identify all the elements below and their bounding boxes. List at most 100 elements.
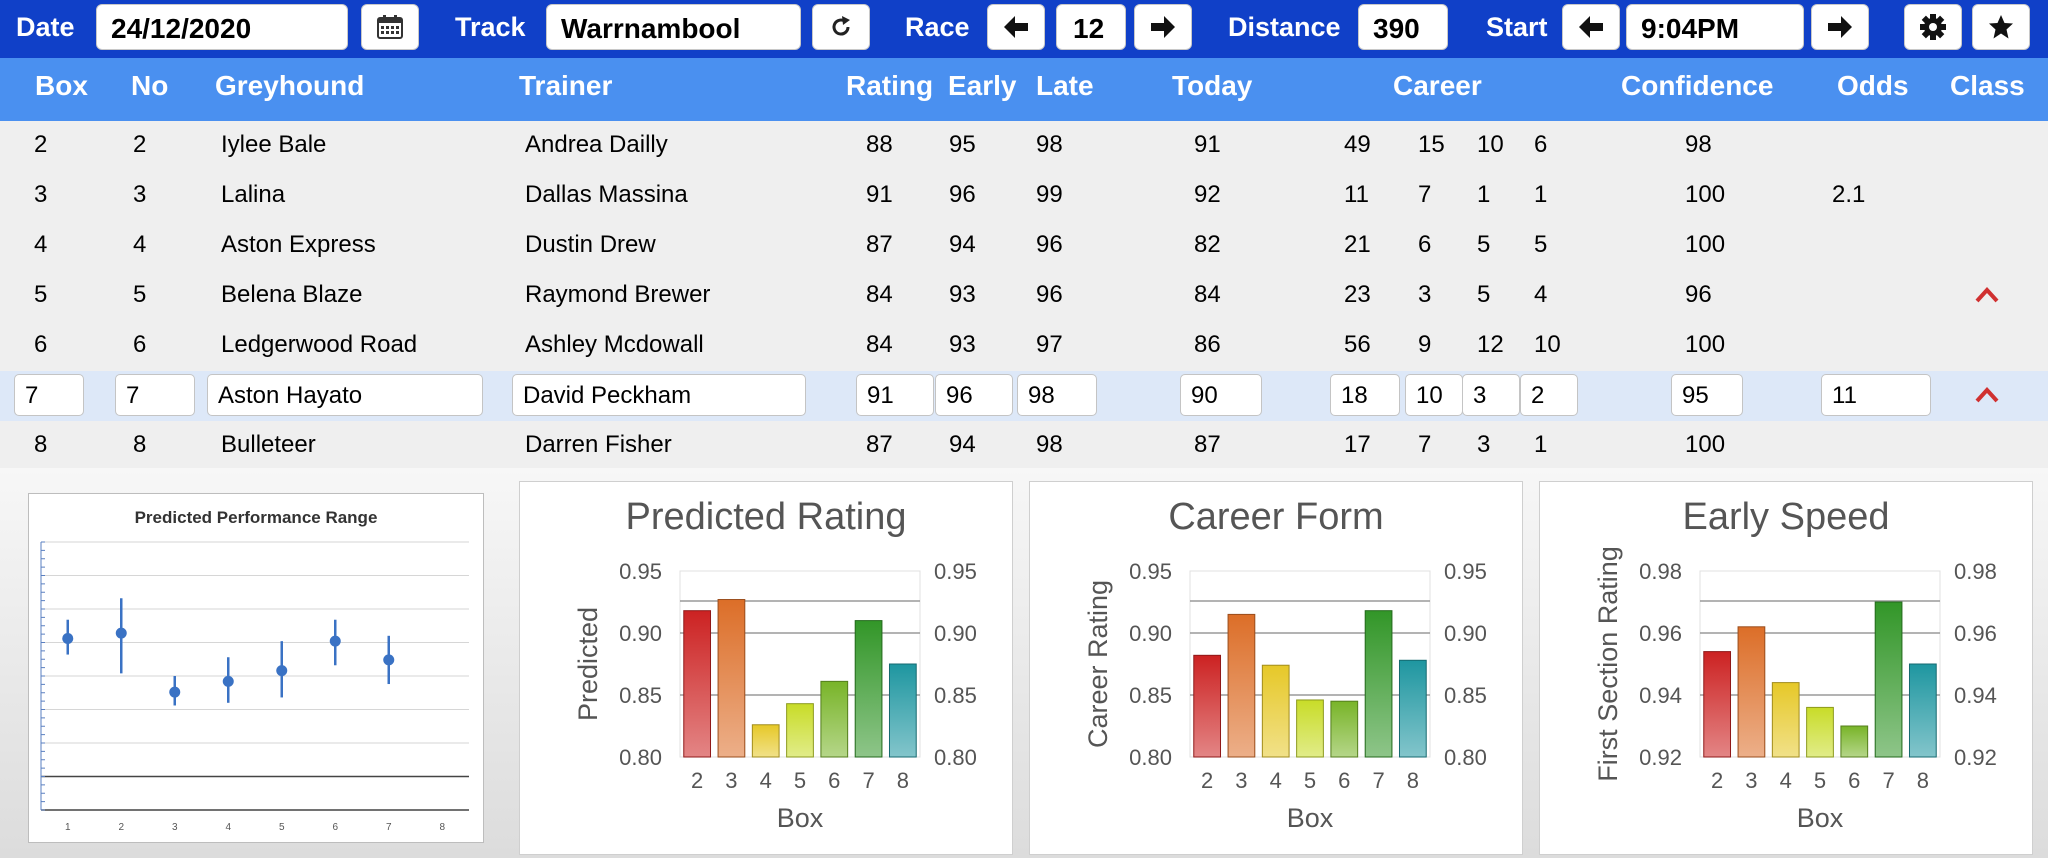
cell-early: 95: [949, 131, 976, 158]
bar: [1296, 699, 1324, 758]
cell-career: 6: [1534, 131, 1548, 158]
x-tick-label: 8: [897, 768, 909, 793]
column-header-odds[interactable]: Odds: [1837, 70, 1909, 101]
cell-today: 91: [1194, 131, 1221, 158]
cell-early[interactable]: 96: [935, 374, 1013, 416]
class-up-icon: [1975, 287, 1999, 303]
performance-range-chart: Predicted Performance Range 1 2 3 4 5 6 7 8: [40, 508, 469, 833]
cell-greyhound: Iylee Bale: [221, 131, 327, 158]
cell-box[interactable]: 7: [14, 374, 84, 416]
column-header-greyhound[interactable]: Greyhound: [215, 70, 365, 101]
column-header-no[interactable]: No: [131, 70, 169, 101]
cell-career: 9: [1418, 331, 1432, 358]
y-tick-label: 0.95: [1129, 559, 1172, 584]
table-row[interactable]: 2 2 Iylee Bale Andrea Dailly 88 95 98 91 49 15 10 6…: [0, 121, 2048, 171]
calendar-button[interactable]: [361, 4, 419, 50]
table-row[interactable]: 8 8 Bulleteer Darren Fisher 87 94 98 87 17 7 3 1 100: [0, 421, 2048, 471]
early-speed-chart: 0.92 0.92 0.94 0.94 0.96 0.96 0.98 0.98 2 3 4 5 6 7 8 B…: [1593, 546, 1997, 833]
column-header-career[interactable]: Career: [1393, 70, 1482, 101]
distance-input[interactable]: 390: [1358, 4, 1448, 50]
cell-late: 96: [1036, 281, 1063, 308]
table-row[interactable]: 7 7 Aston Hayato David Peckham 91 96 98 90 18 10 3…: [0, 371, 2048, 421]
race-prev-button[interactable]: [987, 4, 1045, 50]
cell-rating: 84: [866, 331, 893, 358]
bar: [683, 610, 712, 758]
cell-career: 1: [1477, 181, 1491, 208]
table-row[interactable]: 6 6 Ledgerwood Road Ashley Mcdowall 84 93 97 86…: [0, 321, 2048, 371]
range-point: [276, 665, 288, 677]
start-prev-button[interactable]: [1562, 4, 1620, 50]
range-point: [222, 675, 234, 687]
bar: [820, 680, 849, 758]
x-axis-label: Box: [1797, 803, 1844, 833]
start-next-button[interactable]: [1811, 4, 1869, 50]
x-axis-label: Box: [777, 803, 824, 833]
x-tick-label: 3: [1745, 768, 1757, 793]
cell-career: 23: [1344, 281, 1371, 308]
cell-trainer: Ashley Mcdowall: [525, 331, 704, 358]
refresh-button[interactable]: [812, 4, 870, 50]
x-tick-label: 5: [1304, 768, 1316, 793]
predicted-rating-chart: 0.80 0.80 0.85 0.85 0.90 0.90 0.95 0.95 2 3 4 5 6 7 8 B…: [573, 559, 977, 833]
x-tick-label: 2: [1201, 768, 1213, 793]
cell-confidence[interactable]: 95: [1671, 374, 1743, 416]
cell-career: 21: [1344, 231, 1371, 258]
cell-career: 4: [1534, 281, 1548, 308]
cell-today: 86: [1194, 331, 1221, 358]
cell-career[interactable]: 10: [1405, 374, 1463, 416]
cell-confidence: 100: [1685, 181, 1726, 208]
cell-trainer[interactable]: David Peckham: [512, 374, 806, 416]
x-tick-label: 3: [725, 768, 737, 793]
track-input[interactable]: Warrnambool: [546, 4, 801, 50]
gear-icon: [1920, 14, 1946, 40]
y2-tick-label: 0.94: [1954, 683, 1997, 708]
x-tick-label: 5: [279, 822, 285, 833]
date-input[interactable]: 24/12/2020: [96, 4, 348, 50]
cell-career[interactable]: 2: [1520, 374, 1578, 416]
column-header-confidence[interactable]: Confidence: [1621, 70, 1774, 101]
column-header-rating[interactable]: Rating: [846, 70, 934, 101]
y2-tick-label: 0.85: [934, 683, 977, 708]
column-header-trainer[interactable]: Trainer: [519, 70, 613, 101]
x-tick-label: 7: [1882, 768, 1894, 793]
cell-greyhound[interactable]: Aston Hayato: [207, 374, 483, 416]
cell-early: 94: [949, 231, 976, 258]
cell-rating: 91: [866, 181, 893, 208]
cell-late: 96: [1036, 231, 1063, 258]
cell-no[interactable]: 7: [115, 374, 195, 416]
cell-career[interactable]: 3: [1462, 374, 1520, 416]
cell-odds[interactable]: 11: [1821, 374, 1931, 416]
column-header-box[interactable]: Box: [35, 70, 88, 101]
cell-today: 82: [1194, 231, 1221, 258]
cell-odds: 2.1: [1832, 181, 1866, 208]
arrow-left-icon: [1004, 16, 1028, 38]
table-row[interactable]: 5 5 Belena Blaze Raymond Brewer 84 93 96 84 23 3 5…: [0, 271, 2048, 321]
race-next-button[interactable]: [1134, 4, 1192, 50]
column-header-today[interactable]: Today: [1172, 70, 1253, 101]
cell-career[interactable]: 18: [1330, 374, 1400, 416]
column-header-class[interactable]: Class: [1950, 70, 2025, 101]
cell-no: 6: [133, 331, 147, 358]
y-tick-label: 0.80: [1129, 745, 1172, 770]
date-label: Date: [16, 12, 75, 42]
table-row[interactable]: 3 3 Lalina Dallas Massina 91 96 99 92 11 7 1 1 100 2.…: [0, 171, 2048, 221]
range-point: [169, 686, 181, 698]
favorite-button[interactable]: [1972, 4, 2030, 50]
table-row[interactable]: 4 4 Aston Express Dustin Drew 87 94 96 82 21 6 5 5 1…: [0, 221, 2048, 271]
cell-early: 94: [949, 431, 976, 458]
cell-late[interactable]: 98: [1017, 374, 1097, 416]
settings-button[interactable]: [1904, 4, 1962, 50]
cell-today[interactable]: 90: [1180, 374, 1262, 416]
column-header-early[interactable]: Early: [948, 70, 1017, 101]
y2-tick-label: 0.90: [1444, 621, 1487, 646]
race-input[interactable]: 12: [1056, 4, 1126, 50]
predicted-rating-panel: Predicted Rating 0.80 0.80 0.85 0.85 0.90 0.9…: [519, 481, 1013, 855]
cell-confidence: 96: [1685, 281, 1712, 308]
x-tick-label: 7: [862, 768, 874, 793]
cell-career: 7: [1418, 431, 1432, 458]
cell-rating[interactable]: 91: [856, 374, 934, 416]
cell-career: 3: [1477, 431, 1491, 458]
start-time-input[interactable]: 9:04PM: [1626, 4, 1804, 50]
y-axis-label: Predicted: [573, 607, 603, 721]
column-header-late[interactable]: Late: [1036, 70, 1094, 101]
